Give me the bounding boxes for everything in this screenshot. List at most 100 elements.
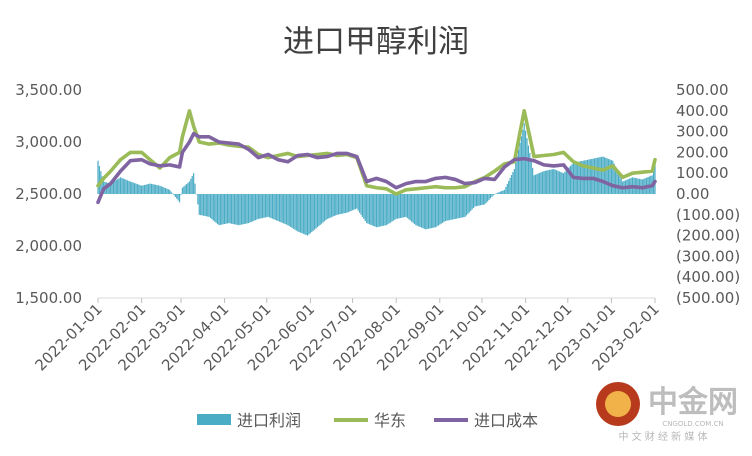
right-y-tick-label: (500.00) <box>676 289 740 307</box>
profit-bar <box>353 194 355 210</box>
profit-bar <box>343 194 345 214</box>
profit-bar <box>110 183 112 194</box>
profit-bar <box>139 185 141 194</box>
profit-bar <box>571 164 573 194</box>
profit-bar <box>212 194 214 221</box>
profit-bar <box>385 194 387 226</box>
profit-bar <box>243 194 245 225</box>
profit-bar <box>366 194 368 224</box>
profit-bar <box>111 182 113 194</box>
profit-bar <box>503 189 506 194</box>
profit-bar <box>593 158 596 194</box>
profit-bar <box>163 187 165 194</box>
profit-bar <box>460 194 462 218</box>
profit-bar <box>463 194 465 218</box>
profit-bar <box>570 165 572 194</box>
profit-bar <box>233 194 236 225</box>
profit-bar <box>560 172 562 194</box>
profit-bar <box>374 194 376 227</box>
profit-bar <box>278 194 281 222</box>
watermark-logo-inner <box>605 391 631 417</box>
profit-bar <box>339 194 341 215</box>
left-y-tick-label: 2,000.00 <box>15 237 82 255</box>
profit-bar <box>536 174 538 194</box>
profit-bar <box>397 194 399 219</box>
profit-bar <box>141 185 143 194</box>
profit-bar <box>592 158 594 194</box>
profit-bar <box>471 194 473 210</box>
profit-bar <box>173 194 175 196</box>
profit-bar <box>150 183 153 194</box>
profit-bar <box>408 194 410 220</box>
price-lines <box>96 109 657 205</box>
legend-label: 进口成本 <box>474 411 538 430</box>
profit-bar <box>416 194 418 226</box>
profit-bar <box>138 184 140 194</box>
profit-bar <box>598 157 600 194</box>
profit-bar <box>357 194 359 211</box>
profit-bar <box>155 184 157 194</box>
profit-bar <box>299 194 302 233</box>
profit-bar <box>305 194 307 236</box>
profit-bar <box>389 194 392 223</box>
profit-bar <box>534 174 537 194</box>
profit-bar <box>145 184 147 194</box>
profit-bar <box>159 185 161 194</box>
profit-bar <box>146 184 148 194</box>
profit-bar <box>457 194 459 219</box>
profit-bar <box>509 177 511 194</box>
profit-bar <box>226 194 228 224</box>
profit-bar <box>135 183 137 194</box>
profit-bar <box>392 194 394 221</box>
profit-bar <box>440 194 442 224</box>
profit-bar <box>225 194 227 224</box>
profit-bar <box>208 194 210 217</box>
profit-bar <box>119 177 122 194</box>
profit-bar <box>464 194 466 217</box>
profit-bar <box>354 194 356 210</box>
right-y-tick-label: (300.00) <box>676 247 740 265</box>
profit-bar <box>184 185 186 194</box>
profit-bar <box>505 186 507 194</box>
profit-bar <box>437 194 439 226</box>
profit-bar <box>398 194 400 219</box>
profit-bar <box>513 169 515 194</box>
profit-bar <box>558 171 560 194</box>
profit-bar <box>283 194 285 224</box>
profit-bar <box>259 194 261 219</box>
profit-bar <box>443 194 445 222</box>
profit-bar <box>112 181 115 194</box>
profit-bar <box>600 156 603 194</box>
profit-bar <box>430 194 432 229</box>
profit-bar <box>446 194 448 221</box>
profit-bar <box>370 194 372 225</box>
profit-bar <box>520 136 522 194</box>
profit-bar <box>510 174 513 194</box>
profit-bar <box>550 169 552 194</box>
profit-bar <box>235 194 237 225</box>
profit-bar <box>321 194 323 224</box>
profit-bar <box>391 194 393 222</box>
profit-bar <box>359 194 361 213</box>
profit-bar <box>615 166 617 194</box>
profit-bar <box>263 194 265 218</box>
profit-bar <box>124 179 126 194</box>
profit-bar <box>351 194 354 211</box>
profit-bar <box>187 182 189 194</box>
profit-bar <box>221 194 223 225</box>
profit-bar <box>541 171 544 194</box>
profit-bar <box>288 194 290 227</box>
profit-bar <box>211 194 213 220</box>
profit-bar <box>133 183 136 194</box>
profit-bar <box>425 194 427 230</box>
profit-bar <box>209 194 212 219</box>
profit-bar <box>254 194 257 221</box>
profit-bar <box>200 194 202 216</box>
profit-bar <box>336 194 338 215</box>
profit-bar <box>412 194 414 223</box>
profit-bar <box>231 194 233 224</box>
profit-bar <box>121 177 123 194</box>
profit-bar <box>108 183 110 194</box>
profit-bar <box>264 194 266 218</box>
profit-bar <box>333 194 335 216</box>
